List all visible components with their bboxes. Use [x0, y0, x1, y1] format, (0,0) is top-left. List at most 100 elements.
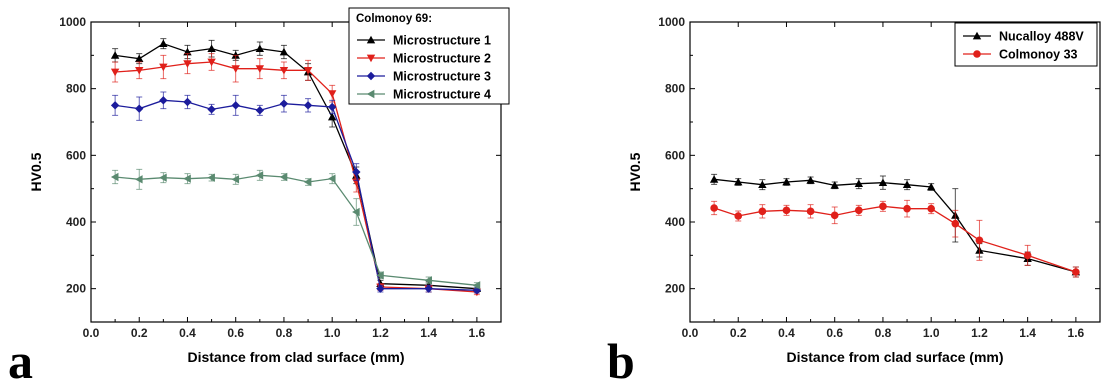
- data-point: [926, 182, 936, 191]
- legend-marker: [973, 50, 981, 58]
- x-tick-label: 0.6: [227, 326, 244, 340]
- data-point: [352, 167, 361, 177]
- series-line: [714, 178, 1077, 273]
- data-point: [135, 54, 144, 63]
- y-tick-label: 600: [66, 148, 86, 162]
- x-tick-label: 0.2: [730, 326, 747, 340]
- legend-box: [954, 22, 1098, 67]
- x-tick-label: 0.4: [179, 326, 196, 340]
- data-point: [255, 65, 265, 73]
- data-point: [806, 207, 815, 216]
- y-tick-label: 600: [665, 148, 685, 162]
- data-point: [231, 175, 240, 184]
- data-point: [734, 212, 743, 220]
- y-tick-label: 200: [665, 282, 685, 296]
- data-point: [424, 284, 433, 293]
- data-point: [855, 206, 863, 215]
- series-microstructure-4: [110, 168, 481, 290]
- y-axis-label: HV0.5: [28, 152, 44, 191]
- legend-entry: Microstructure 1: [393, 34, 491, 48]
- data-point: [424, 276, 433, 285]
- x-tick-label: 0.0: [83, 326, 100, 340]
- data-point: [327, 90, 337, 98]
- data-point: [758, 207, 767, 216]
- data-point: [734, 177, 743, 186]
- y-tick-label: 800: [66, 82, 86, 96]
- legend: Nucalloy 488V Colmonoy 33: [954, 22, 1098, 67]
- x-tick-label: 0.8: [875, 326, 892, 340]
- data-point: [159, 173, 167, 182]
- data-point: [830, 211, 839, 220]
- y-tick-label: 1000: [59, 15, 86, 29]
- data-point: [376, 271, 384, 280]
- data-point: [110, 51, 120, 59]
- data-point: [279, 66, 289, 75]
- data-point: [352, 207, 360, 217]
- data-point: [303, 66, 313, 75]
- y-tick-label: 400: [66, 215, 86, 229]
- data-point: [806, 176, 815, 184]
- series-microstructure-3: [110, 91, 482, 295]
- data-point: [255, 44, 265, 53]
- data-point: [303, 177, 312, 187]
- panel-label: a: [8, 333, 33, 387]
- data-point: [830, 181, 839, 189]
- series-colmonoy-33: [710, 199, 1080, 278]
- x-tick-label: 0.4: [778, 326, 795, 340]
- data-point: [207, 105, 216, 114]
- data-point: [183, 174, 191, 183]
- data-point: [159, 96, 168, 105]
- legend-entry: Microstructure 3: [393, 70, 491, 84]
- data-point: [710, 204, 718, 212]
- data-point: [207, 44, 216, 53]
- data-point: [159, 39, 168, 48]
- data-point: [327, 112, 337, 121]
- data-point: [255, 171, 264, 180]
- data-point: [758, 180, 767, 189]
- y-tick-label: 200: [66, 282, 86, 296]
- data-point: [951, 219, 960, 228]
- x-tick-label: 0.0: [682, 326, 699, 340]
- legend-marker: [366, 71, 376, 81]
- data-point: [159, 63, 168, 72]
- legend-entry: Nucalloy 488V: [999, 30, 1084, 44]
- data-point: [279, 47, 289, 56]
- series-line: [713, 205, 1077, 273]
- x-tick-label: 1.0: [923, 326, 940, 340]
- x-tick-label: 1.4: [420, 326, 437, 340]
- legend-box: [348, 7, 510, 105]
- y-tick-label: 400: [665, 215, 685, 229]
- data-point: [207, 173, 215, 182]
- data-point: [183, 60, 192, 68]
- data-point: [878, 178, 888, 187]
- x-tick-label: 1.0: [324, 326, 341, 340]
- x-axis-label: Distance from clad surface (mm): [187, 349, 404, 365]
- legend-entry: Colmonoy 33: [999, 48, 1078, 62]
- legend-marker: [366, 54, 376, 63]
- data-point: [327, 174, 336, 183]
- x-tick-label: 0.2: [131, 326, 148, 340]
- data-point: [303, 101, 313, 110]
- data-point: [279, 99, 289, 108]
- legend-title: Colmonoy 69:: [356, 13, 432, 25]
- data-point: [327, 102, 337, 112]
- data-point: [782, 206, 791, 215]
- data-point: [110, 101, 120, 110]
- data-point: [255, 106, 265, 115]
- data-point: [975, 236, 984, 245]
- chart-panel-a: 0.0 0.2 0.4 0.6 0.8 1.0 1.2 1.4 1.6 200 400 600 800 1…: [8, 7, 510, 387]
- data-point: [1023, 251, 1032, 260]
- x-tick-label: 1.2: [971, 326, 988, 340]
- data-point: [231, 65, 240, 73]
- data-point: [927, 204, 935, 213]
- data-point: [782, 177, 791, 186]
- x-axis-label: Distance from clad surface (mm): [786, 349, 1003, 365]
- x-tick-label: 1.4: [1019, 326, 1036, 340]
- data-point: [854, 179, 864, 188]
- data-point: [183, 97, 192, 107]
- data-point: [902, 180, 912, 189]
- data-point: [279, 172, 288, 182]
- data-point: [135, 66, 144, 75]
- data-point: [135, 104, 144, 113]
- chart-panel-b: 0.0 0.2 0.4 0.6 0.8 1.0 1.2 1.4 1.6 200 400 600 800 1…: [607, 15, 1101, 387]
